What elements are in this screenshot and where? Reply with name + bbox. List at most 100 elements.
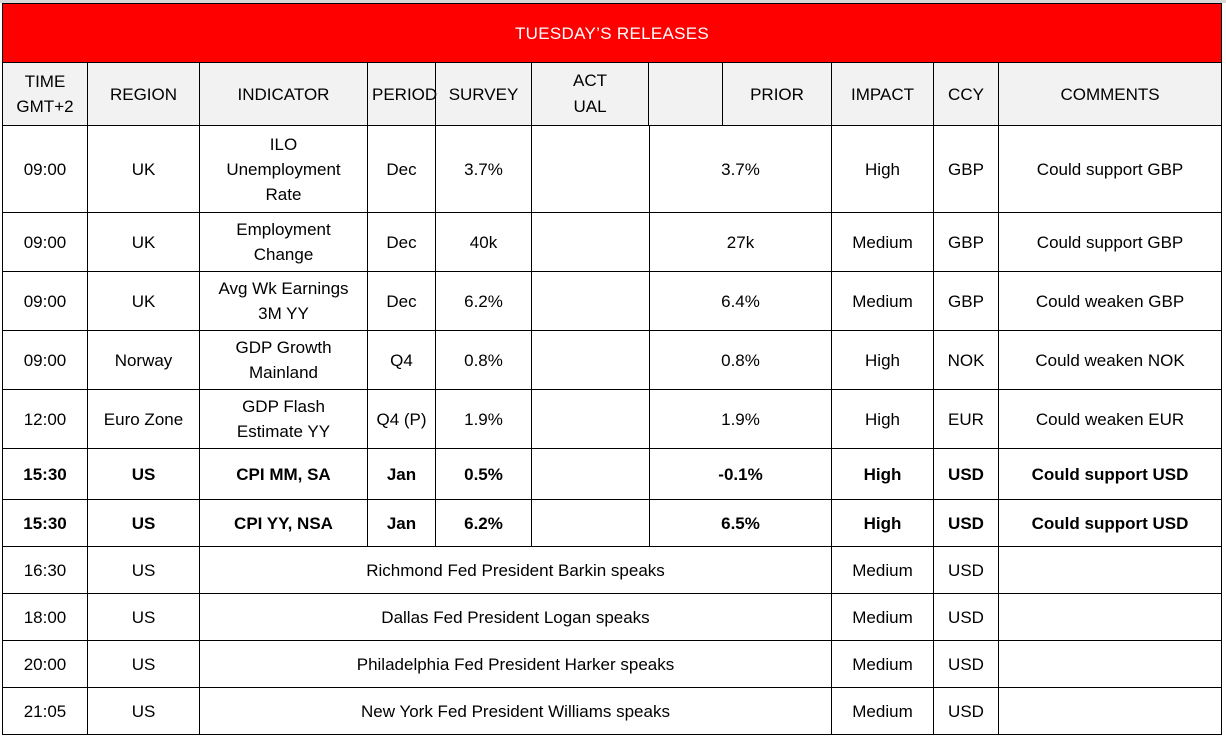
cell-period: Q4 (P) [367, 389, 436, 449]
cell-indicator: Avg Wk Earnings 3M YY [199, 271, 368, 331]
cell-actual [531, 330, 650, 390]
cell-ccy: USD [933, 640, 999, 688]
cell-impact: High [831, 448, 934, 500]
cell-period: Dec [367, 125, 436, 213]
cell-impact: Medium [831, 271, 934, 331]
table-row-speech: 18:00 US Dallas Fed President Logan speaks… [2, 593, 1223, 641]
cell-region: Norway [87, 330, 200, 390]
cell-ccy: USD [933, 687, 999, 735]
cell-comments [997, 687, 1223, 735]
cell-actual [531, 499, 650, 547]
cell-indicator: GDP Growth Mainland [199, 330, 368, 390]
cell-time: 21:05 [2, 687, 88, 735]
cell-period: Jan [367, 499, 436, 547]
cell-prior: -0.1% [649, 448, 832, 500]
col-header-comments: COMMENTS [997, 62, 1223, 126]
col-header-time: TIME GMT+2 [2, 62, 88, 126]
table-row: 09:00 Norway GDP Growth Mainland Q4 0.8% 0.8% H… [2, 330, 1223, 390]
cell-ccy: USD [933, 593, 999, 641]
cell-survey: 1.9% [435, 389, 532, 449]
cell-impact: Medium [831, 593, 934, 641]
cell-ccy: GBP [933, 271, 999, 331]
cell-indicator: CPI MM, SA [199, 448, 368, 500]
cell-impact: High [831, 499, 934, 547]
cell-comments: Could support USD [997, 448, 1223, 500]
cell-indicator: CPI YY, NSA [199, 499, 368, 547]
cell-event: New York Fed President Williams speaks [199, 687, 832, 735]
cell-prior: 6.5% [649, 499, 832, 547]
cell-time: 09:00 [2, 212, 88, 272]
cell-actual [531, 125, 650, 213]
cell-region: US [87, 593, 200, 641]
cell-comments: Could weaken GBP [997, 271, 1223, 331]
cell-event: Dallas Fed President Logan speaks [199, 593, 832, 641]
col-header-impact: IMPACT [831, 62, 934, 126]
cell-comments [997, 593, 1223, 641]
col-header-survey: SURVEY [435, 62, 532, 126]
cell-actual [531, 212, 650, 272]
cell-ccy: NOK [933, 330, 999, 390]
table-row: 09:00 UK ILO Unemployment Rate Dec 3.7% 3.7% Hig… [2, 125, 1223, 213]
cell-survey: 3.7% [435, 125, 532, 213]
cell-time: 20:00 [2, 640, 88, 688]
cell-region: US [87, 640, 200, 688]
col-header-period: PERIOD [367, 62, 437, 126]
cell-survey: 40k [435, 212, 532, 272]
cell-comments: Could support GBP [997, 212, 1223, 272]
cell-time: 09:00 [2, 330, 88, 390]
cell-prior: 27k [649, 212, 832, 272]
cell-ccy: USD [933, 448, 999, 500]
cell-prior: 3.7% [649, 125, 832, 213]
cell-event: Richmond Fed President Barkin speaks [199, 546, 832, 594]
cell-event: Philadelphia Fed President Harker speaks [199, 640, 832, 688]
table-row: 15:30 US CPI MM, SA Jan 0.5% -0.1% High USD Coul… [2, 448, 1223, 500]
cell-time: 18:00 [2, 593, 88, 641]
cell-time: 15:30 [2, 448, 88, 500]
cell-region: UK [87, 271, 200, 331]
cell-ccy: EUR [933, 389, 999, 449]
cell-prior: 6.4% [649, 271, 832, 331]
cell-time: 09:00 [2, 271, 88, 331]
table-row: 09:00 UK Employment Change Dec 40k 27k Medium GB… [2, 212, 1223, 272]
col-header-prior: PRIOR [722, 62, 832, 126]
cell-survey: 0.5% [435, 448, 532, 500]
cell-period: Dec [367, 271, 436, 331]
cell-impact: Medium [831, 640, 934, 688]
cell-impact: Medium [831, 212, 934, 272]
cell-region: UK [87, 125, 200, 213]
cell-actual [531, 448, 650, 500]
cell-region: US [87, 448, 200, 500]
cell-time: 12:00 [2, 389, 88, 449]
table-row: 15:30 US CPI YY, NSA Jan 6.2% 6.5% High USD Coul… [2, 499, 1223, 547]
cell-comments: Could weaken EUR [997, 389, 1223, 449]
cell-region: US [87, 546, 200, 594]
cell-actual [531, 271, 650, 331]
cell-survey: 6.2% [435, 499, 532, 547]
cell-prior: 0.8% [649, 330, 832, 390]
cell-survey: 0.8% [435, 330, 532, 390]
cell-survey: 6.2% [435, 271, 532, 331]
cell-comments [997, 640, 1223, 688]
cell-ccy: GBP [933, 125, 999, 213]
cell-period: Q4 [367, 330, 436, 390]
col-header-region: REGION [87, 62, 200, 126]
cell-comments: Could weaken NOK [997, 330, 1223, 390]
cell-impact: High [831, 125, 934, 213]
cell-ccy: GBP [933, 212, 999, 272]
cell-time: 15:30 [2, 499, 88, 547]
col-header-ccy: CCY [933, 62, 999, 126]
cell-period: Dec [367, 212, 436, 272]
cell-comments: Could support USD [997, 499, 1223, 547]
cell-region: UK [87, 212, 200, 272]
table-row: 09:00 UK Avg Wk Earnings 3M YY Dec 6.2% 6.4% Me… [2, 271, 1223, 331]
cell-ccy: USD [933, 499, 999, 547]
releases-table: TUESDAY’S RELEASES TIME GMT+2 REGION INDI… [1, 3, 1223, 735]
cell-indicator: GDP Flash Estimate YY [199, 389, 368, 449]
cell-ccy: USD [933, 546, 999, 594]
cell-region: Euro Zone [87, 389, 200, 449]
cell-impact: High [831, 330, 934, 390]
col-header-indicator: INDICATOR [199, 62, 368, 126]
cell-impact: Medium [831, 546, 934, 594]
cell-indicator: Employment Change [199, 212, 368, 272]
cell-region: US [87, 499, 200, 547]
